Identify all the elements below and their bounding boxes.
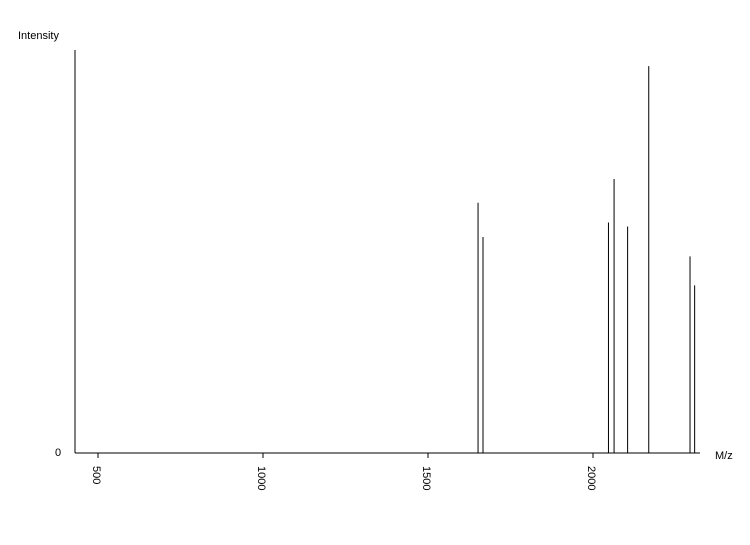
x-tick-label: 1500 — [420, 466, 432, 490]
y-axis-title: Intensity — [18, 30, 59, 42]
x-tick-label: 500 — [90, 466, 102, 484]
x-tick-label: 2000 — [585, 466, 597, 490]
y-zero-label: 0 — [55, 447, 61, 459]
x-tick-label: 1000 — [255, 466, 267, 490]
spectrum-plot: Intensity M/z 0 500 1000 1500 2000 — [0, 0, 750, 540]
plot-svg — [0, 0, 750, 540]
x-axis-title: M/z — [715, 450, 733, 462]
